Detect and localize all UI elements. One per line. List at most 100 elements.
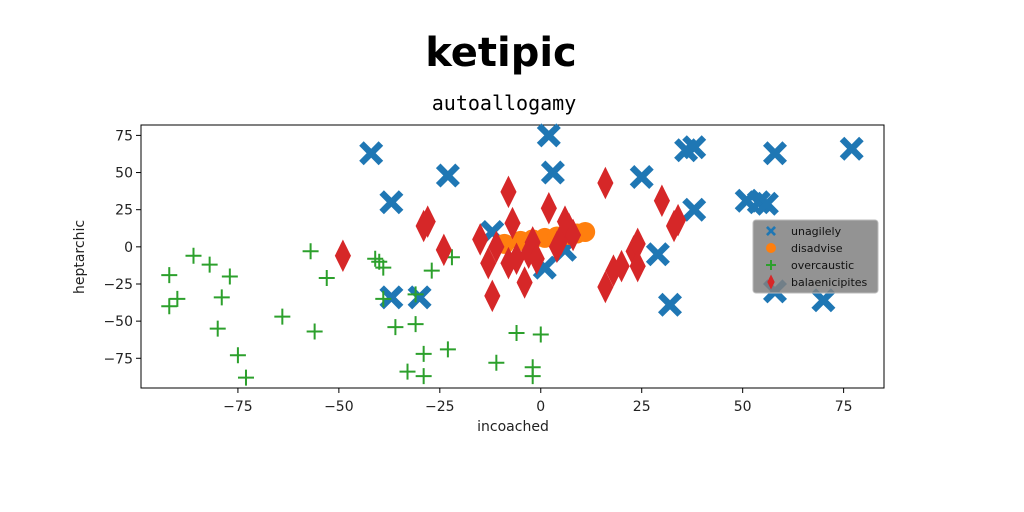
- data-point-balaenicipites: [565, 218, 582, 252]
- data-point-balaenicipites: [516, 266, 533, 299]
- data-point-unagilely: [754, 191, 779, 216]
- data-point-overcaustic: [407, 286, 424, 303]
- legend-marker-unagilely: [766, 226, 776, 236]
- data-point-overcaustic: [221, 268, 238, 285]
- data-point-unagilely: [359, 141, 384, 166]
- data-point-balaenicipites: [334, 239, 351, 273]
- data-point-balaenicipites: [597, 270, 614, 304]
- series-unagilely: [359, 123, 864, 317]
- x-tick-label: 0: [536, 399, 545, 415]
- legend-label: overcaustic: [791, 259, 854, 272]
- data-point-overcaustic: [375, 259, 392, 276]
- data-point-disadvise: [575, 221, 596, 242]
- data-point-unagilely: [839, 136, 864, 161]
- x-tick-label: −50: [324, 399, 354, 415]
- data-point-overcaustic: [407, 316, 424, 333]
- data-point-overcaustic: [161, 267, 178, 284]
- data-point-overcaustic: [415, 368, 432, 385]
- data-point-overcaustic: [274, 308, 291, 325]
- data-point-overcaustic: [169, 290, 186, 307]
- data-series: [161, 123, 864, 386]
- x-tick-label: −25: [425, 399, 455, 415]
- data-point-overcaustic: [532, 326, 549, 343]
- y-tick-label: 50: [115, 166, 133, 182]
- data-point-unagilely: [763, 141, 787, 166]
- data-point-unagilely: [658, 292, 682, 317]
- data-point-unagilely: [629, 165, 654, 189]
- data-point-overcaustic: [423, 262, 440, 279]
- data-point-overcaustic: [387, 319, 404, 336]
- data-point-overcaustic: [161, 298, 178, 315]
- data-point-overcaustic: [229, 347, 246, 364]
- y-tick-label: 0: [124, 240, 133, 256]
- data-point-balaenicipites: [629, 249, 646, 283]
- data-point-balaenicipites: [508, 242, 525, 275]
- data-point-overcaustic: [213, 289, 230, 306]
- y-tick-label: −75: [103, 351, 133, 367]
- data-point-overcaustic: [209, 320, 226, 337]
- data-point-overcaustic: [201, 256, 218, 273]
- data-point-balaenicipites: [488, 230, 505, 264]
- data-point-balaenicipites: [552, 223, 570, 256]
- data-point-overcaustic: [185, 247, 202, 264]
- data-point-unagilely: [645, 242, 670, 267]
- y-axis-label: heptarchic: [72, 220, 88, 294]
- data-point-balaenicipites: [528, 242, 545, 275]
- data-point-overcaustic: [367, 250, 384, 267]
- axis-ticks: −75 −50 −25 0 25 50 75 −75 −50 −25 0 25 50 75: [103, 128, 852, 415]
- legend: unagilely disadvise overcaustic balaenicipi…: [752, 219, 879, 294]
- data-point-balaenicipites: [540, 191, 557, 225]
- data-point-overcaustic: [524, 368, 541, 385]
- data-point-unagilely: [811, 288, 836, 313]
- x-tick-label: −75: [223, 399, 253, 415]
- data-point-overcaustic: [302, 243, 319, 260]
- data-point-unagilely: [435, 163, 460, 188]
- data-point-balaenicipites: [472, 223, 489, 256]
- legend-label: unagilely: [791, 225, 842, 238]
- data-point-unagilely: [407, 285, 432, 310]
- legend-label: balaenicipites: [791, 276, 868, 289]
- data-point-overcaustic: [415, 345, 432, 362]
- data-point-overcaustic: [318, 270, 335, 287]
- legend-box: [752, 219, 879, 294]
- data-point-unagilely: [682, 197, 707, 222]
- data-point-balaenicipites: [500, 175, 517, 209]
- data-point-balaenicipites: [504, 206, 521, 240]
- data-point-balaenicipites: [613, 249, 630, 283]
- data-point-overcaustic: [508, 325, 525, 342]
- y-tick-label: 25: [115, 203, 133, 219]
- data-point-balaenicipites: [669, 203, 687, 237]
- legend-marker-balaenicipites: [767, 274, 775, 290]
- legend-label: disadvise: [791, 242, 843, 255]
- legend-marker-overcaustic: [766, 260, 776, 270]
- data-point-unagilely: [379, 190, 404, 215]
- x-tick-label: 50: [734, 399, 752, 415]
- data-point-overcaustic: [237, 369, 254, 386]
- data-point-balaenicipites: [435, 233, 452, 267]
- chart-title: ketipic: [425, 30, 577, 76]
- x-axis-label: incoached: [477, 419, 549, 435]
- data-point-unagilely: [682, 135, 707, 160]
- y-tick-label: −50: [103, 314, 133, 330]
- data-point-unagilely: [379, 285, 404, 310]
- legend-marker-disadvise: [766, 243, 776, 253]
- data-point-overcaustic: [488, 354, 505, 371]
- data-point-overcaustic: [399, 363, 416, 380]
- x-tick-label: 25: [633, 399, 651, 415]
- data-point-balaenicipites: [480, 246, 497, 280]
- y-tick-label: 75: [115, 128, 133, 144]
- data-point-balaenicipites: [653, 184, 670, 218]
- y-tick-label: −25: [103, 277, 133, 293]
- plot-area: [140, 124, 885, 389]
- chart-subtitle: autoallogamy: [432, 91, 577, 115]
- data-point-balaenicipites: [597, 166, 614, 200]
- data-point-unagilely: [540, 160, 565, 185]
- series-balaenicipites: [334, 166, 687, 313]
- data-point-balaenicipites: [419, 205, 436, 238]
- data-point-overcaustic: [306, 323, 323, 340]
- data-point-balaenicipites: [629, 227, 646, 261]
- data-point-balaenicipites: [484, 279, 501, 313]
- data-point-overcaustic: [375, 290, 392, 307]
- x-tick-label: 75: [835, 399, 853, 415]
